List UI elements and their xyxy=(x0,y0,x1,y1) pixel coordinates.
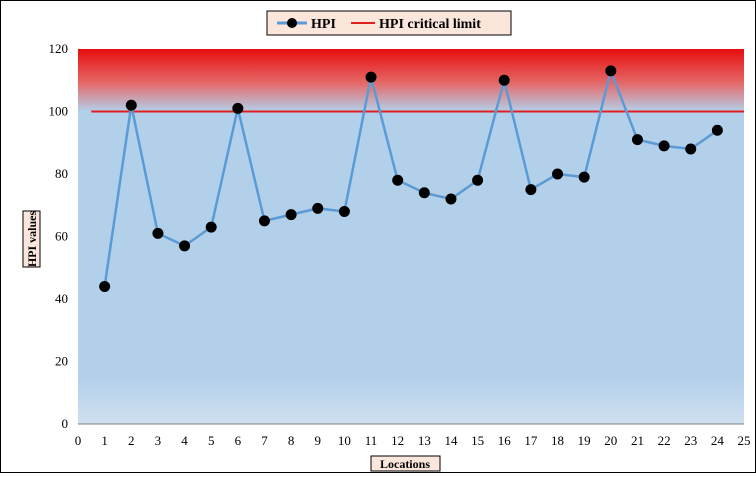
x-tick-label: 7 xyxy=(261,433,268,448)
hpi-data-point xyxy=(99,281,111,292)
hpi-data-point xyxy=(711,124,723,136)
safe-zone-background xyxy=(78,111,744,424)
legend-hpi-label: HPI xyxy=(311,17,336,32)
y-axis-title-box xyxy=(22,210,41,268)
hpi-data-point xyxy=(232,102,244,114)
hpi-data-point xyxy=(125,99,137,111)
hpi-data-point xyxy=(525,184,537,196)
x-tick-label: 5 xyxy=(208,433,215,448)
hpi-data-point xyxy=(658,140,670,152)
x-tick-label: 13 xyxy=(418,433,431,448)
legend-critical-label: HPI critical limit xyxy=(379,17,481,32)
x-tick-label: 8 xyxy=(288,433,295,448)
hpi-data-point xyxy=(552,168,564,180)
hpi-data-point xyxy=(418,187,430,199)
x-tick-label: 16 xyxy=(498,433,512,448)
x-axis-title: Locations xyxy=(370,455,441,472)
x-tick-label: 11 xyxy=(365,433,378,448)
y-tick-label: 20 xyxy=(55,354,68,369)
hpi-data-point xyxy=(472,174,484,186)
x-tick-label: 9 xyxy=(315,433,322,448)
hpi-data-point xyxy=(258,215,270,227)
x-tick-label: 4 xyxy=(181,433,188,448)
hpi-data-point xyxy=(392,174,404,186)
x-axis-title-box xyxy=(370,455,441,472)
x-tick-label: 19 xyxy=(578,433,591,448)
hpi-data-point xyxy=(631,134,643,146)
series-layer xyxy=(91,65,744,292)
x-tick-label: 3 xyxy=(155,433,162,448)
x-tick-label: 14 xyxy=(444,433,458,448)
y-tick-label: 40 xyxy=(55,291,68,306)
x-tick-label: 17 xyxy=(524,433,538,448)
x-tick-label: 2 xyxy=(128,433,135,448)
legend-box xyxy=(266,10,512,36)
legend: HPI HPI critical limit xyxy=(266,10,512,36)
y-axis: 0 20 40 60 80 100 120 xyxy=(49,41,69,431)
x-axis: 0 1 2 3 4 5 6 7 8 9 10 11 12 13 14 15 16 17 18 19 20 21 22 23 24… xyxy=(75,433,751,448)
x-tick-label: 20 xyxy=(604,433,617,448)
x-tick-label: 0 xyxy=(75,433,82,448)
critical-zone-background xyxy=(78,49,744,112)
hpi-data-point xyxy=(285,209,297,221)
hpi-data-point xyxy=(605,65,617,77)
hpi-data-point xyxy=(205,221,217,233)
x-tick-label: 23 xyxy=(684,433,697,448)
x-tick-label: 12 xyxy=(391,433,404,448)
x-tick-label: 1 xyxy=(101,433,108,448)
x-tick-label: 24 xyxy=(711,433,725,448)
y-axis-title: HPI values xyxy=(22,210,41,268)
x-tick-label: 6 xyxy=(235,433,242,448)
hpi-data-point xyxy=(152,227,164,239)
hpi-data-point xyxy=(338,206,350,217)
y-tick-label: 80 xyxy=(55,166,68,181)
x-tick-label: 15 xyxy=(471,433,484,448)
hpi-data-point xyxy=(685,143,697,155)
x-tick-label: 18 xyxy=(551,433,564,448)
hpi-data-point xyxy=(445,193,457,205)
hpi-data-point xyxy=(498,74,510,86)
hpi-data-point xyxy=(578,171,590,183)
x-tick-label: 10 xyxy=(338,433,351,448)
y-tick-label: 60 xyxy=(55,229,68,244)
hpi-data-point xyxy=(312,202,324,214)
legend-hpi-marker-icon xyxy=(287,18,297,28)
y-axis-label: HPI values xyxy=(25,211,39,268)
y-tick-label: 100 xyxy=(49,104,69,119)
y-tick-label: 120 xyxy=(49,41,69,56)
hpi-data-point xyxy=(179,240,191,252)
plot-area xyxy=(78,49,744,425)
x-tick-label: 22 xyxy=(658,433,671,448)
x-tick-label: 25 xyxy=(738,433,751,448)
hpi-data-point xyxy=(365,71,377,83)
x-axis-label: Locations xyxy=(380,457,430,471)
x-tick-label: 21 xyxy=(631,433,644,448)
y-tick-label: 0 xyxy=(62,416,69,431)
